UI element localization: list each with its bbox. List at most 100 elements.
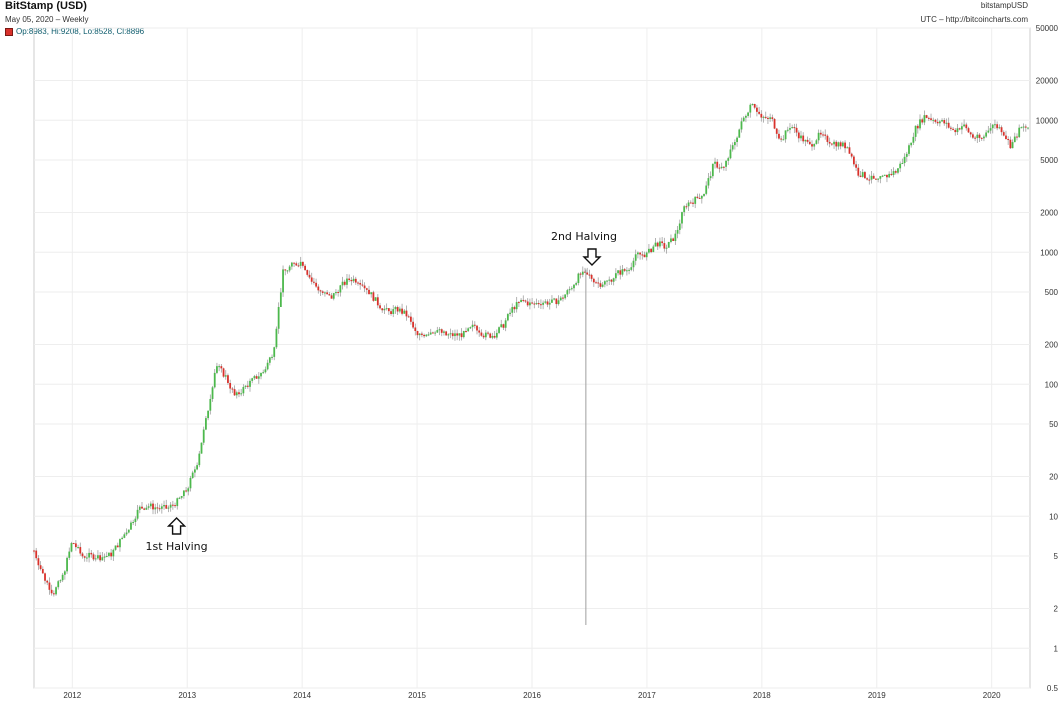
candle-body xyxy=(806,139,809,142)
source-label: bitstampUSD xyxy=(980,1,1028,10)
candle-body xyxy=(767,117,769,119)
candle-body xyxy=(233,389,236,396)
candle-body xyxy=(185,490,187,492)
x-tick-label: 2015 xyxy=(408,691,426,700)
candle-body xyxy=(330,295,333,299)
candle-body xyxy=(418,333,421,336)
candle-body xyxy=(714,161,716,164)
candle-body xyxy=(1009,139,1012,149)
candle-body xyxy=(934,119,937,122)
candle-body xyxy=(125,532,128,535)
candle-body xyxy=(868,179,871,181)
candle-body xyxy=(890,173,893,175)
candle-body xyxy=(927,117,930,119)
grid xyxy=(33,27,1031,689)
candle-body xyxy=(374,297,377,301)
candle-body xyxy=(99,555,102,561)
candle-body xyxy=(879,176,882,179)
candle-body xyxy=(685,206,688,208)
candle-body xyxy=(742,117,745,122)
candle-body xyxy=(727,158,730,161)
candle-body xyxy=(857,167,860,176)
candle-body xyxy=(958,128,961,130)
candle-body xyxy=(520,299,522,303)
candle-body xyxy=(786,129,789,131)
candle-body xyxy=(119,539,121,548)
candle-body xyxy=(169,504,172,508)
candle-body xyxy=(251,378,254,381)
candle-body xyxy=(945,122,948,124)
candle-body xyxy=(216,366,218,373)
candle-body xyxy=(744,115,747,118)
candle-body xyxy=(665,247,668,249)
candle-body xyxy=(387,308,390,312)
candle-body xyxy=(681,212,683,224)
candle-body xyxy=(429,332,432,335)
candle-body xyxy=(50,589,53,594)
candle-body xyxy=(537,303,540,305)
candle-body xyxy=(361,284,364,286)
candle-body xyxy=(381,308,384,311)
candle-body xyxy=(491,335,494,338)
candle-body xyxy=(88,552,91,558)
candle-body xyxy=(837,142,840,147)
y-tick-label: 20 xyxy=(1049,473,1058,482)
candle-body xyxy=(79,547,82,554)
candle-body xyxy=(207,410,210,419)
candle-body xyxy=(401,308,403,314)
candle-body xyxy=(445,331,448,336)
candle-body xyxy=(487,332,489,334)
up-arrow-icon xyxy=(166,517,187,535)
candle-body xyxy=(414,327,417,332)
candle-body xyxy=(198,453,201,466)
candle-body xyxy=(916,125,919,129)
candle-body xyxy=(839,142,842,147)
candle-body xyxy=(881,175,884,177)
candle-body xyxy=(240,393,243,395)
candle-body xyxy=(758,111,761,114)
candle-body xyxy=(222,368,225,377)
candle-body xyxy=(756,107,758,112)
candle-body xyxy=(789,128,791,130)
candle-body xyxy=(912,136,915,143)
candle-body xyxy=(271,356,273,358)
candle-body xyxy=(819,132,822,135)
candle-body xyxy=(529,302,531,306)
candle-body xyxy=(326,292,329,295)
candle-body xyxy=(57,581,60,588)
candle-body xyxy=(61,574,64,581)
candle-body xyxy=(703,193,705,196)
candle-body xyxy=(423,334,426,337)
candle-body xyxy=(101,557,104,561)
candle-body xyxy=(707,178,710,186)
candle-body xyxy=(44,573,46,581)
candle-body xyxy=(938,121,941,124)
candle-body xyxy=(409,316,412,322)
candle-body xyxy=(795,127,798,133)
candle-body xyxy=(238,392,240,395)
candle-body xyxy=(848,147,851,154)
candle-body xyxy=(978,134,981,138)
candle-body xyxy=(306,270,309,275)
candle-body xyxy=(778,133,780,139)
candle-body xyxy=(52,593,55,595)
y-tick-label: 1 xyxy=(1054,644,1059,653)
candle-body xyxy=(467,328,470,332)
candle-body xyxy=(641,254,644,256)
x-tick-label: 2013 xyxy=(178,691,196,700)
candle-body xyxy=(196,465,198,470)
candle-body xyxy=(224,375,227,377)
candle-body xyxy=(348,278,351,281)
candle-body xyxy=(376,297,379,306)
candle-body xyxy=(295,263,298,266)
candle-body xyxy=(90,552,93,555)
candle-body xyxy=(969,132,972,135)
candle-body xyxy=(548,302,551,305)
candle-body xyxy=(81,553,84,557)
candle-body xyxy=(683,206,686,213)
candle-body xyxy=(725,160,727,167)
candle-body xyxy=(621,269,624,275)
y-tick-label: 5000 xyxy=(1040,156,1058,165)
candle-body xyxy=(612,278,615,282)
candle-body xyxy=(760,113,763,118)
